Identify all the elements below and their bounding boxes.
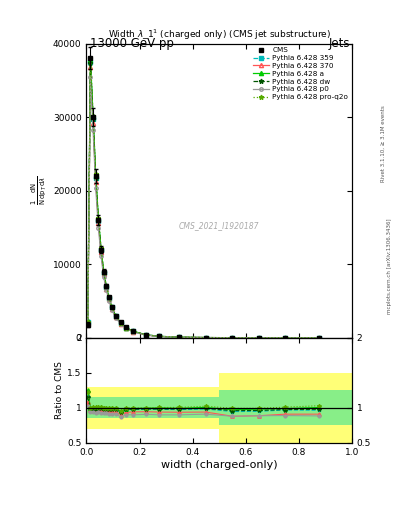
- Text: mcplots.cern.ch [arXiv:1306.3436]: mcplots.cern.ch [arXiv:1306.3436]: [387, 219, 391, 314]
- Legend: CMS, Pythia 6.428 359, Pythia 6.428 370, Pythia 6.428 a, Pythia 6.428 dw, Pythia: CMS, Pythia 6.428 359, Pythia 6.428 370,…: [252, 46, 349, 102]
- Title: Width $\lambda$_1$^1$ (charged only) (CMS jet substructure): Width $\lambda$_1$^1$ (charged only) (CM…: [108, 28, 331, 42]
- Text: CMS_2021_I1920187: CMS_2021_I1920187: [179, 222, 259, 230]
- Text: Jets: Jets: [328, 37, 350, 50]
- Y-axis label: $\frac{1}{\mathrm{N}}\frac{\mathrm{d}\mathrm{N}}{\mathrm{d}\mathrm{p}_T\,\mathrm: $\frac{1}{\mathrm{N}}\frac{\mathrm{d}\ma…: [29, 176, 49, 205]
- Text: Rivet 3.1.10, ≥ 3.1M events: Rivet 3.1.10, ≥ 3.1M events: [381, 105, 386, 182]
- Y-axis label: Ratio to CMS: Ratio to CMS: [55, 361, 64, 419]
- X-axis label: width (charged-only): width (charged-only): [161, 459, 277, 470]
- Text: 13000 GeV pp: 13000 GeV pp: [90, 37, 174, 50]
